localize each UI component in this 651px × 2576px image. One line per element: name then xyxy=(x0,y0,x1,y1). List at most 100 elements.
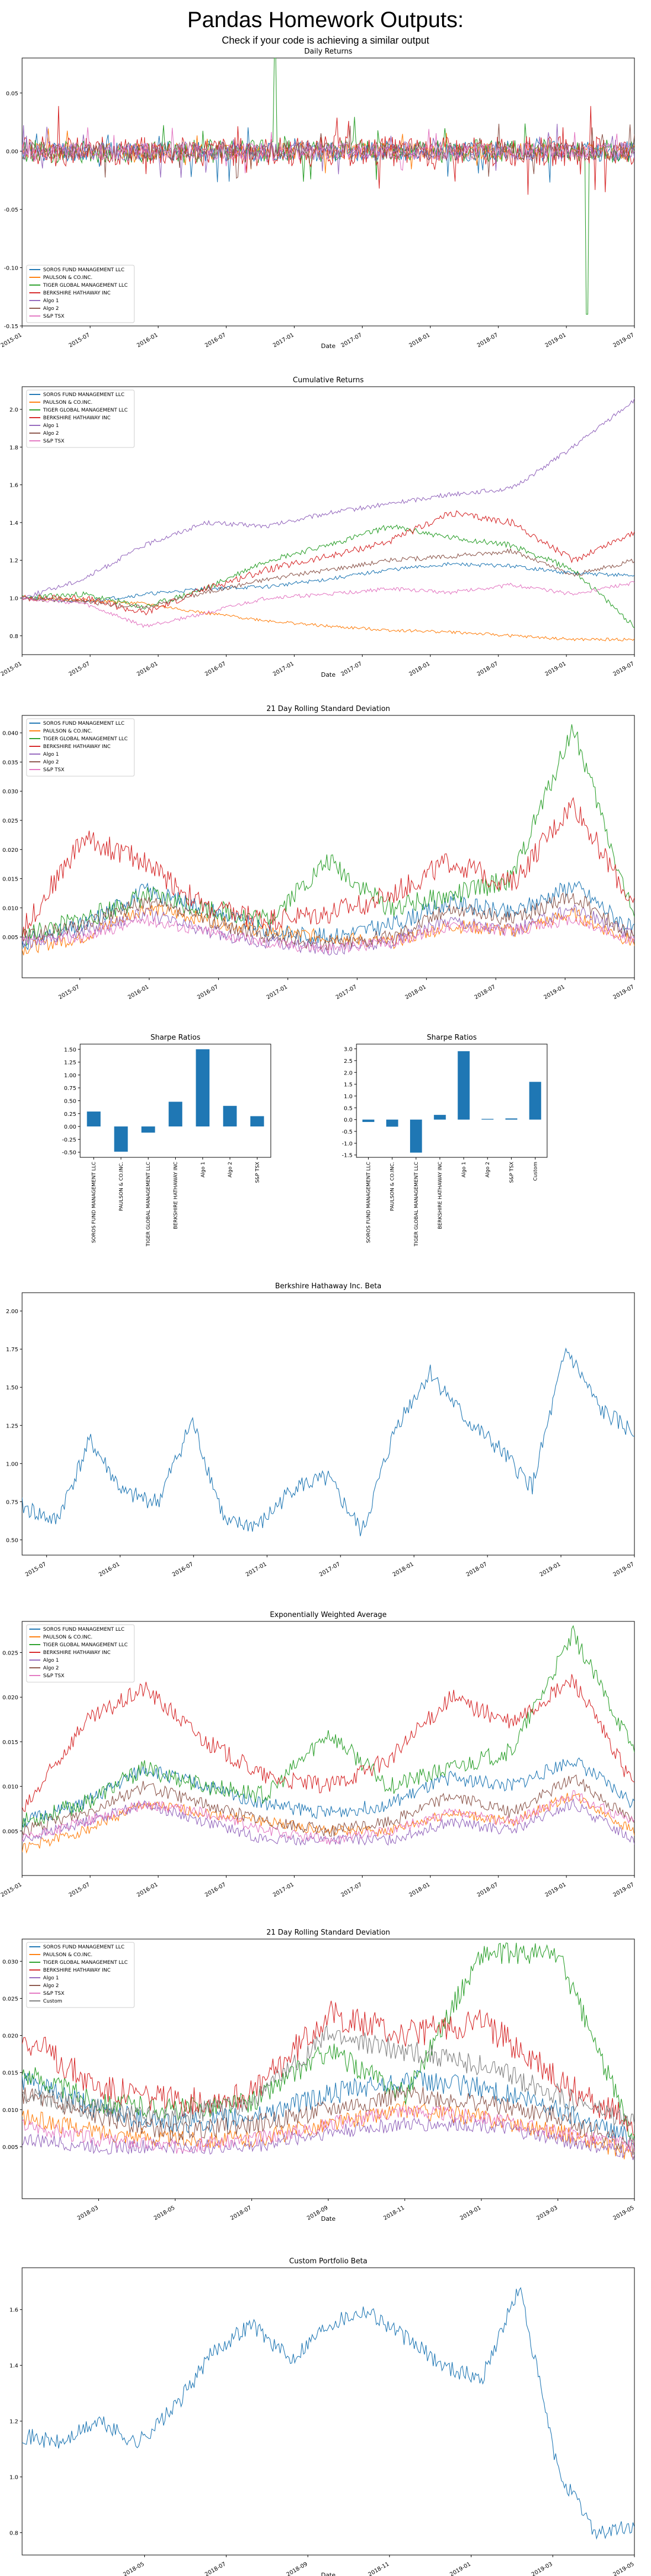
x-tick-label: 2019-01 xyxy=(544,661,568,677)
legend-label: TIGER GLOBAL MANAGEMENT LLC xyxy=(43,1960,128,1966)
y-tick-label: 0.030 xyxy=(2,789,18,795)
chart-title: Sharpe Ratios xyxy=(150,1034,201,1042)
x-tick-label: BERKSHIRE HATHAWAY INC xyxy=(438,1162,443,1229)
bar xyxy=(458,1051,470,1120)
y-tick-label: 0.015 xyxy=(2,877,18,883)
x-tick-label: S&P TSX xyxy=(255,1162,260,1183)
y-tick-label: 0.010 xyxy=(2,1784,18,1790)
x-tick-label: 2018-01 xyxy=(408,661,431,677)
series-line xyxy=(22,904,634,956)
y-tick-label: -0.05 xyxy=(4,207,18,213)
bar xyxy=(529,1082,542,1120)
series-line xyxy=(22,1793,634,1854)
series-line xyxy=(22,2117,634,2161)
legend-label: BERKSHIRE HATHAWAY INC xyxy=(43,744,111,750)
x-tick-label: TIGER GLOBAL MANAGEMENT LLC xyxy=(146,1162,151,1247)
y-tick-label: 1.0 xyxy=(9,596,18,602)
x-tick-label: SOROS FUND MANAGEMENT LLC xyxy=(366,1162,372,1243)
y-tick-label: 0.015 xyxy=(2,1740,18,1746)
legend-label: BERKSHIRE HATHAWAY INC xyxy=(43,1650,111,1656)
y-tick-label: 1.2 xyxy=(9,558,18,564)
page-header: Pandas Homework Outputs: Check if your c… xyxy=(0,0,651,55)
x-tick-label: Custom xyxy=(533,1162,538,1181)
y-tick-label: 1.5 xyxy=(344,1082,353,1088)
series-line xyxy=(22,1774,634,1837)
x-tick-label: 2016-07 xyxy=(204,1882,227,1898)
series-line xyxy=(22,892,634,950)
y-tick-label: 1.4 xyxy=(9,520,18,526)
x-tick-label: 2015-01 xyxy=(0,1882,23,1898)
series-line xyxy=(22,903,634,956)
x-tick-label: 2018-11 xyxy=(368,2561,391,2576)
series-line xyxy=(22,2000,634,2136)
x-tick-label: 2018-05 xyxy=(153,2205,176,2221)
y-tick-label: 0.010 xyxy=(2,905,18,912)
bar-chart-4: Sharpe Ratios -1.5 -1.0 -0.5 0.0 0.5 1.0 1.5 2.0… xyxy=(342,1034,548,1247)
x-axis-label: Date xyxy=(321,2572,336,2576)
x-axis-label: Date xyxy=(321,343,336,350)
x-axis-label: Date xyxy=(321,2215,336,2222)
x-tick-label: 2015-01 xyxy=(0,661,23,677)
x-tick-label: S&P TSX xyxy=(509,1162,514,1183)
y-tick-label: 1.25 xyxy=(64,1060,76,1066)
legend-box xyxy=(26,265,135,323)
x-tick-label: 2019-07 xyxy=(612,984,636,1000)
y-tick-label: 0.25 xyxy=(64,1111,76,1118)
bar xyxy=(196,1049,210,1127)
x-tick-label: 2019-01 xyxy=(543,984,566,1000)
x-tick-label: 2019-01 xyxy=(459,2205,482,2221)
x-tick-label: 2015-07 xyxy=(24,1561,48,1578)
page-title: Pandas Homework Outputs: xyxy=(187,8,464,32)
series-line xyxy=(22,1347,634,1536)
y-tick-label: 0.005 xyxy=(2,1829,18,1835)
legend-label: S&P TSX xyxy=(43,439,64,444)
legend-label: SOROS FUND MANAGEMENT LLC xyxy=(43,1627,124,1632)
legend-label: TIGER GLOBAL MANAGEMENT LLC xyxy=(43,408,128,413)
x-tick-label: 2018-01 xyxy=(408,1882,431,1898)
y-tick-label: 0.75 xyxy=(6,1499,18,1505)
x-tick-label: 2019-07 xyxy=(612,1561,636,1578)
x-tick-label: 2016-01 xyxy=(136,332,159,349)
line-chart-7: 21 Day Rolling Standard Deviation 0.005 0.… xyxy=(2,1929,635,2222)
legend-label: S&P TSX xyxy=(43,314,64,319)
x-tick-label: TIGER GLOBAL MANAGEMENT LLC xyxy=(414,1162,419,1247)
x-tick-label: 2018-07 xyxy=(474,984,497,1000)
x-tick-label: BERKSHIRE HATHAWAY INC xyxy=(174,1162,179,1229)
plot-frame xyxy=(80,1044,271,1158)
x-tick-label: 2018-03 xyxy=(76,2205,99,2221)
y-tick-label: 2.0 xyxy=(9,407,18,413)
legend-label: Algo 2 xyxy=(43,306,59,312)
bar xyxy=(250,1116,264,1127)
x-tick-label: 2016-07 xyxy=(204,332,227,349)
bar xyxy=(386,1119,398,1127)
x-tick-label: 2017-01 xyxy=(245,1561,268,1578)
plot-frame xyxy=(22,1292,635,1556)
legend-label: SOROS FUND MANAGEMENT LLC xyxy=(43,721,124,726)
legend-label: Algo 2 xyxy=(43,431,59,436)
line-chart-5: Berkshire Hathaway Inc. Beta 0.50 0.75 1.00… xyxy=(6,1282,636,1578)
y-tick-label: 0.50 xyxy=(64,1099,76,1105)
chart-title: Sharpe Ratios xyxy=(427,1034,477,1042)
x-tick-label: 2018-11 xyxy=(382,2205,406,2221)
series-line xyxy=(22,1790,634,1845)
y-tick-label: 2.5 xyxy=(344,1058,353,1065)
legend-label: BERKSHIRE HATHAWAY INC xyxy=(43,1968,111,1973)
x-tick-label: 2015-07 xyxy=(57,984,81,1000)
y-tick-label: 1.50 xyxy=(64,1047,76,1053)
y-tick-label: 0.005 xyxy=(2,2145,18,2151)
legend-label: PAULSON & CO.INC. xyxy=(43,400,92,405)
series-group xyxy=(22,1942,634,2161)
x-tick-label: 2018-05 xyxy=(122,2561,145,2576)
legend-label: Algo 2 xyxy=(43,1666,59,1671)
x-tick-label: 2018-07 xyxy=(476,1882,500,1898)
plot-frame xyxy=(356,1044,548,1158)
x-tick-label: 2016-01 xyxy=(127,984,150,1000)
x-axis-label: Date xyxy=(321,671,336,678)
x-tick-label: 2018-07 xyxy=(229,2205,253,2221)
legend: SOROS FUND MANAGEMENT LLC PAULSON & CO.IN… xyxy=(26,389,135,448)
y-tick-label: 0.040 xyxy=(2,731,18,737)
y-tick-label: 1.25 xyxy=(6,1423,18,1429)
line-chart-2: 21 Day Rolling Standard Deviation 0.005 0.… xyxy=(2,705,635,1000)
x-tick-label: 2015-07 xyxy=(68,332,91,349)
legend-label: PAULSON & CO.INC. xyxy=(43,729,92,734)
